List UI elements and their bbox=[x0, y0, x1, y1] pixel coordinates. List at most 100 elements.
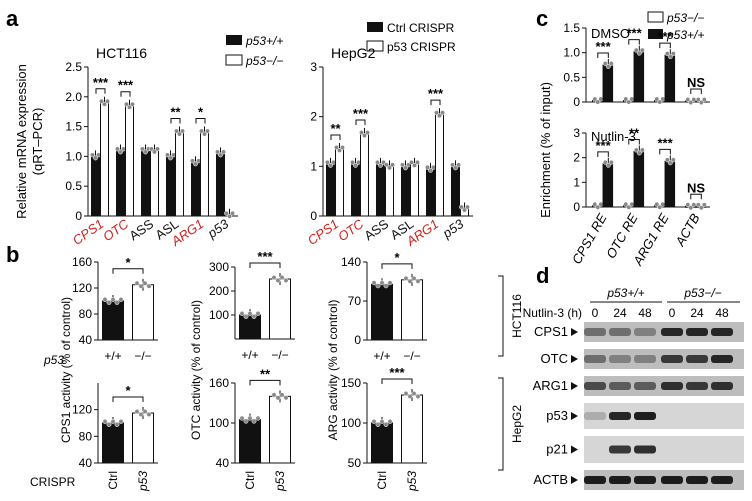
data-point bbox=[134, 409, 140, 414]
blot-label: CPS1 bbox=[534, 324, 568, 339]
data-point bbox=[415, 159, 420, 165]
data-point bbox=[255, 415, 261, 421]
significance-bracket bbox=[330, 134, 341, 140]
data-point bbox=[227, 213, 232, 219]
bar bbox=[385, 165, 394, 217]
significance-bracket bbox=[628, 39, 640, 45]
data-point bbox=[667, 54, 673, 60]
data-point bbox=[99, 98, 104, 104]
data-point bbox=[636, 150, 642, 156]
y-tick-label: 0.5 bbox=[563, 70, 580, 84]
x-tick-label: Ctrl bbox=[106, 471, 120, 490]
bar bbox=[141, 149, 150, 217]
data-point bbox=[602, 61, 608, 66]
data-point bbox=[251, 418, 257, 424]
y-tick-label: 40 bbox=[79, 456, 93, 470]
data-point bbox=[375, 422, 381, 427]
data-point bbox=[350, 159, 355, 165]
blot-arrow-icon bbox=[571, 445, 578, 454]
data-point bbox=[124, 101, 129, 107]
panel-label-c: c bbox=[536, 6, 548, 31]
data-point bbox=[328, 162, 333, 168]
data-point bbox=[412, 162, 417, 168]
significance-label: *** bbox=[353, 106, 369, 121]
data-point bbox=[142, 409, 148, 414]
data-point bbox=[633, 147, 639, 153]
legend-label-c-wt: p53+/+ bbox=[666, 28, 704, 42]
bar bbox=[371, 283, 393, 341]
data-point bbox=[90, 152, 95, 158]
data-point bbox=[375, 159, 380, 165]
y-tick-label: 0.5 bbox=[65, 179, 82, 193]
y-tick-label: 0 bbox=[573, 200, 580, 214]
significance-bracket bbox=[690, 193, 702, 200]
data-point bbox=[379, 419, 385, 424]
bar bbox=[376, 163, 385, 217]
legend-swatch-p53-ko bbox=[225, 54, 243, 66]
blot-band bbox=[711, 355, 733, 363]
data-point bbox=[465, 204, 470, 210]
data-point bbox=[428, 167, 433, 173]
data-point bbox=[425, 164, 430, 170]
data-point bbox=[130, 101, 135, 107]
significance-label: * bbox=[198, 105, 204, 120]
data-point bbox=[202, 131, 207, 137]
x-tick-label: +/+ bbox=[241, 348, 258, 362]
blot-arrow-icon bbox=[571, 476, 578, 484]
data-point bbox=[110, 419, 116, 424]
bar bbox=[269, 278, 291, 340]
y-tick-label: 100 bbox=[209, 416, 229, 430]
bar bbox=[401, 279, 423, 341]
y-tick-label: 40 bbox=[216, 456, 230, 470]
side-label-hepg2: HepG2 bbox=[510, 405, 524, 443]
data-point bbox=[695, 202, 701, 208]
significance-label: NS bbox=[687, 75, 705, 90]
data-point bbox=[660, 201, 666, 207]
bar bbox=[371, 422, 393, 464]
data-point bbox=[698, 205, 704, 211]
data-point bbox=[701, 202, 707, 208]
data-point bbox=[275, 395, 281, 401]
y-tick-label: 1.0 bbox=[65, 149, 82, 163]
data-point bbox=[337, 148, 342, 153]
data-point bbox=[592, 96, 598, 102]
data-point bbox=[670, 51, 676, 57]
data-point bbox=[365, 130, 370, 136]
chart-title: Nutlin-3 bbox=[591, 129, 636, 144]
data-point bbox=[685, 202, 691, 208]
data-point bbox=[215, 149, 220, 155]
significance-bracket bbox=[112, 268, 144, 274]
side-label-hct116: HCT116 bbox=[510, 294, 524, 338]
blot-band bbox=[584, 412, 606, 420]
bar bbox=[200, 132, 209, 217]
data-point bbox=[221, 149, 226, 155]
blot-band bbox=[584, 355, 606, 363]
blot-band bbox=[609, 328, 631, 336]
bracket-hct116 bbox=[498, 275, 504, 357]
significance-label: ** bbox=[330, 121, 341, 136]
blot-time-label: 48 bbox=[715, 306, 729, 320]
bar bbox=[239, 419, 261, 464]
chart-title: DMSO bbox=[591, 26, 630, 41]
x-tick-label: Ctrl bbox=[243, 471, 257, 490]
data-point bbox=[359, 130, 364, 136]
significance-label: * bbox=[125, 383, 131, 398]
data-point bbox=[143, 149, 148, 155]
blot-label: OTC bbox=[541, 351, 568, 366]
blot-band bbox=[634, 445, 656, 454]
data-point bbox=[605, 162, 611, 168]
data-point bbox=[271, 392, 277, 398]
blot-band bbox=[661, 328, 683, 336]
bar bbox=[401, 165, 410, 217]
significance-label: ** bbox=[629, 126, 640, 141]
data-point bbox=[453, 165, 458, 171]
legend-label-p53-wt: p53+/+ bbox=[245, 34, 283, 48]
x-tick-label: −/− bbox=[271, 348, 288, 362]
blot-arrow-icon bbox=[571, 328, 578, 336]
data-point bbox=[390, 162, 395, 168]
data-point bbox=[602, 159, 608, 165]
data-point bbox=[155, 146, 160, 152]
significance-bracket bbox=[659, 148, 671, 155]
bar bbox=[150, 149, 159, 217]
